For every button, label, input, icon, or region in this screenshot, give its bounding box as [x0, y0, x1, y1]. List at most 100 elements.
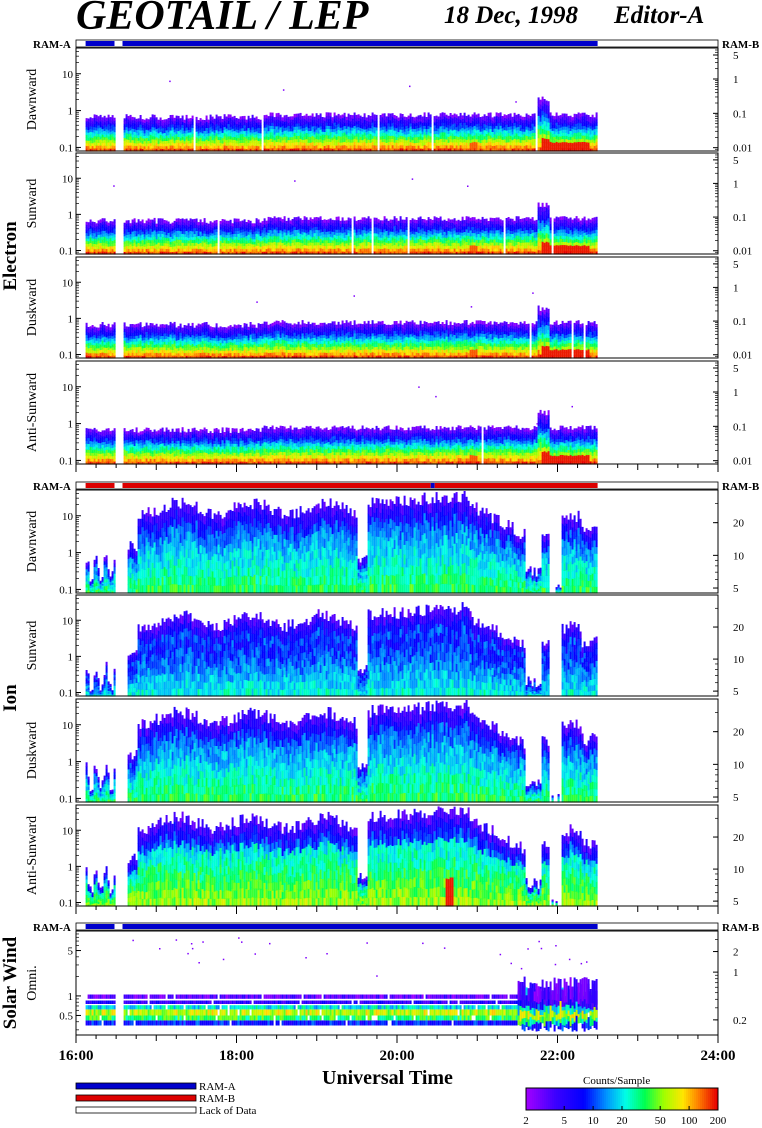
y2-tick-label: 5 [733, 259, 739, 271]
colorbar-cell [594, 1088, 597, 1110]
legend-swatch-ram-a [75, 1082, 197, 1090]
colorbar-cell [538, 1088, 541, 1110]
colorbar-cell [552, 1088, 555, 1110]
panel-duskward: Duskward 0.1 1 10 0.01 0.1 1 5 [25, 256, 752, 362]
legend-swatch-ram-b [75, 1094, 197, 1102]
colorbar-cell [694, 1088, 697, 1110]
colorbar-cell [638, 1088, 641, 1110]
y-tick-label: 0.1 [59, 897, 73, 909]
panel-omni: Omni. 0.5 1 5 0.2 1 2 [25, 930, 747, 1036]
panel-label: Dawnward [25, 69, 40, 130]
colorbar-cell [672, 1088, 675, 1110]
mode-segment-ram-a [85, 924, 115, 929]
colorbar-cell [712, 1088, 715, 1110]
colorbar-cell [626, 1088, 629, 1110]
y2-tick-label: 1 [733, 74, 739, 86]
colorbar-cell [644, 1088, 647, 1110]
colorbar-cell [632, 1088, 635, 1110]
colorbar-cell [710, 1088, 713, 1110]
group-electron: RAM-A RAM-B Electron Dawnward 0.1 1 10 0.01 0.1 1… [0, 39, 760, 472]
y2-tick-label: 0.01 [733, 246, 752, 258]
panel-dawnward: Dawnward 0.1 1 10 0.01 0.1 1 5 [25, 47, 752, 155]
legend-ram-b-label: RAM-B [199, 1093, 235, 1105]
colorbar-cell [660, 1088, 663, 1110]
y2-tick-label: 10 [733, 550, 745, 562]
mode-segment-ram-a [122, 924, 598, 929]
panel-duskward: Duskward 0.1 1 10 5 10 20 [25, 698, 745, 805]
colorbar-cell [560, 1088, 563, 1110]
colorbar-cell [590, 1088, 593, 1110]
colorbar-cell [554, 1088, 557, 1110]
y-tick-label: 5 [68, 946, 74, 958]
colorbar-cell [702, 1088, 705, 1110]
colorbar-cell [570, 1088, 573, 1110]
colorbar-cell [536, 1088, 539, 1110]
legend-lack-label: Lack of Data [199, 1105, 256, 1117]
colorbar-cell [592, 1088, 595, 1110]
colorbar-cell [584, 1088, 587, 1110]
colorbar-cell [566, 1088, 569, 1110]
y-tick-label: 1 [68, 861, 74, 873]
y2-tick-label: 0.1 [733, 316, 747, 328]
mode-segment-ram-a [430, 483, 435, 488]
y-tick-label: 1 [68, 106, 74, 118]
colorbar-cell [572, 1088, 575, 1110]
colorbar-cell [532, 1088, 535, 1110]
panel-sunward: Sunward 0.1 1 10 5 10 20 [25, 594, 745, 699]
colorbar-cell [564, 1088, 567, 1110]
colorbar-cell [580, 1088, 583, 1110]
y2-tick-label: 5 [733, 50, 739, 62]
y2-tick-label: 20 [733, 832, 745, 844]
colorbar-cell [586, 1088, 589, 1110]
colorbar-cell [576, 1088, 579, 1110]
y2-tick-label: 0.01 [733, 143, 752, 155]
colorbar-cell [622, 1088, 625, 1110]
colorbar-tick-label: 20 [617, 1115, 629, 1127]
colorbar-cell [686, 1088, 689, 1110]
colorbar-cell [556, 1088, 559, 1110]
colorbar-cell [706, 1088, 709, 1110]
y2-tick-label: 5 [733, 686, 739, 698]
colorbar-cell [620, 1088, 623, 1110]
x-tick-label: 22:00 [540, 1048, 575, 1064]
colorbar-cell [574, 1088, 577, 1110]
colorbar-tick-label: 2 [523, 1115, 529, 1127]
y-tick-label: 0.1 [59, 245, 73, 257]
y2-tick-label: 0.1 [733, 108, 747, 120]
group-solar-wind: RAM-A RAM-B Solar Wind Omni. 0.5 1 5 0.2 1 2 [0, 922, 760, 1043]
y-tick-label: 10 [62, 69, 74, 81]
panel-label: Duskward [25, 722, 40, 780]
y-tick-label: 10 [62, 615, 74, 627]
date-label: 18 Dec, 1998 [444, 2, 578, 30]
colorbar-cell [600, 1088, 603, 1110]
mode-strip-right-label: RAM-B [722, 39, 760, 51]
y2-tick-label: 10 [733, 759, 745, 771]
page-title: GEOTAIL / LEP [76, 0, 368, 40]
colorbar-cell [688, 1088, 691, 1110]
y-tick-label: 1 [68, 419, 74, 431]
panel-label: Dawnward [25, 511, 40, 572]
panel-label: Sunward [25, 621, 40, 671]
colorbar-cell [654, 1088, 657, 1110]
y2-tick-label: 0.01 [733, 456, 752, 468]
y2-tick-label: 1 [733, 967, 739, 979]
colorbar-cell [606, 1088, 609, 1110]
legend-ram-a-label: RAM-A [199, 1081, 236, 1093]
colorbar-cell [558, 1088, 561, 1110]
colorbar-tick-label: 5 [561, 1115, 567, 1127]
y2-tick-label: 5 [733, 792, 739, 804]
y-tick-label: 1 [68, 991, 74, 1003]
panel-anti-sunward: Anti-Sunward 0.1 1 10 5 10 20 [25, 804, 745, 909]
y2-tick-label: 10 [733, 864, 745, 876]
y2-tick-label: 0.2 [733, 1015, 747, 1027]
colorbar-cell [526, 1088, 529, 1110]
legend-swatch-lack [75, 1106, 197, 1114]
colorbar: 2 5 10 20 50 100 200 [523, 1087, 727, 1127]
colorbar-cell [676, 1088, 679, 1110]
colorbar-cell [630, 1088, 633, 1110]
colorbar-cell [658, 1088, 661, 1110]
colorbar-cell [568, 1088, 571, 1110]
y2-tick-label: 5 [733, 363, 739, 375]
y-tick-label: 10 [62, 382, 74, 394]
mode-segment-lack [114, 924, 123, 929]
